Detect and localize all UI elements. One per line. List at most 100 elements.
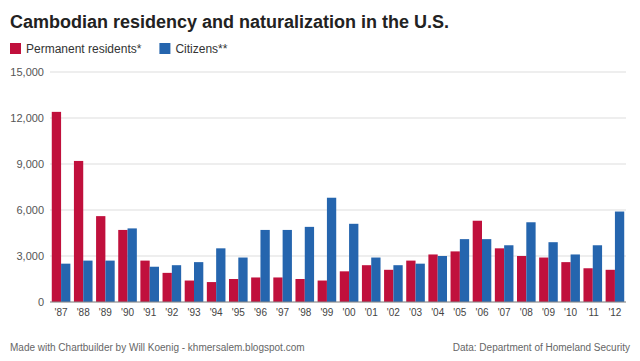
x-tick-label: '89: [99, 307, 112, 318]
x-tick-label: '06: [475, 307, 488, 318]
legend: Permanent residents* Citizens**: [10, 42, 228, 56]
bar: [140, 261, 149, 302]
bar: [207, 282, 216, 302]
grid-line: [50, 164, 626, 165]
bar: [150, 267, 159, 302]
y-tick-label: 6,000: [16, 204, 44, 216]
bar: [260, 230, 269, 302]
x-tick-label: '88: [77, 307, 90, 318]
x-tick-label: '12: [608, 307, 621, 318]
bar: [327, 198, 336, 302]
bar: [185, 281, 194, 302]
bar: [118, 230, 127, 302]
legend-label: Permanent residents*: [26, 42, 142, 56]
bar: [349, 224, 358, 302]
y-tick-label: 15,000: [10, 66, 44, 78]
bars: [52, 112, 624, 302]
bar: [273, 277, 282, 302]
x-tick-label: '87: [55, 307, 68, 318]
legend-label: Citizens**: [175, 42, 227, 56]
x-tick-label: '98: [298, 307, 311, 318]
x-tick-label: '11: [587, 307, 600, 318]
legend-swatch: [159, 43, 170, 54]
bar: [283, 230, 292, 302]
x-tick-label: '94: [210, 307, 223, 318]
x-tick-label: '01: [365, 307, 378, 318]
bar: [606, 270, 615, 302]
bar: [393, 265, 402, 302]
bar: [172, 265, 181, 302]
x-tick-label: '93: [187, 307, 200, 318]
bar: [593, 245, 602, 302]
bar: [163, 273, 172, 302]
x-tick-label: '10: [564, 307, 577, 318]
bar: [615, 212, 624, 302]
bar: [548, 242, 557, 302]
bar: [482, 239, 491, 302]
bar: [504, 245, 513, 302]
bar: [216, 248, 225, 302]
x-tick-label: '95: [232, 307, 245, 318]
bar: [428, 254, 437, 302]
bar: [460, 239, 469, 302]
x-tick-label: '91: [143, 307, 156, 318]
bar: [229, 279, 238, 302]
annotation: Data: Department of Homeland Security: [453, 342, 630, 353]
grid-line: [50, 72, 626, 73]
annotation: Made with Chartbuilder by Will Koenig - …: [10, 342, 305, 353]
y-tick-label: 0: [38, 296, 44, 308]
bar: [526, 222, 535, 302]
bar: [416, 264, 425, 302]
x-tick-label: '99: [320, 307, 333, 318]
bar: [451, 251, 460, 302]
y-tick-label: 9,000: [16, 158, 44, 170]
bar: [438, 256, 447, 302]
grid-line: [50, 118, 626, 119]
bar: [318, 281, 327, 302]
bar: [340, 271, 349, 302]
title: Cambodian residency and naturalization i…: [10, 12, 449, 32]
bar: [61, 264, 70, 302]
y-axis: 0 3,000 6,000 9,000 12,000 15,000: [10, 66, 626, 308]
bar: [105, 261, 114, 302]
bar: [384, 270, 393, 302]
x-tick-label: '97: [276, 307, 289, 318]
bar: [583, 268, 592, 302]
x-tick-label: '03: [409, 307, 422, 318]
x-axis: '87 '88 '89 '90 '91 '92 '93 '94 '95 '96 '97 '98 '99 '…: [55, 307, 622, 318]
x-tick-label: '04: [431, 307, 444, 318]
x-tick-label: '92: [165, 307, 178, 318]
x-tick-label: '05: [453, 307, 466, 318]
bar: [571, 254, 580, 302]
bar: [295, 279, 304, 302]
x-tick-label: '07: [498, 307, 511, 318]
x-tick-label: '90: [121, 307, 134, 318]
y-tick-label: 12,000: [10, 112, 44, 124]
x-tick-label: '09: [542, 307, 555, 318]
bar: [561, 262, 570, 302]
bar: [362, 265, 371, 302]
x-tick-label: '00: [343, 307, 356, 318]
bar: [238, 258, 247, 302]
bar: [96, 216, 105, 302]
bar: [74, 161, 83, 302]
bar: [495, 248, 504, 302]
x-tick-label: '96: [254, 307, 267, 318]
y-tick-label: 3,000: [16, 250, 44, 262]
grid-line: [50, 210, 626, 211]
x-axis-line: [50, 302, 626, 303]
bar: [52, 112, 61, 302]
x-tick-label: '08: [520, 307, 533, 318]
bar: [406, 261, 415, 302]
bar: [128, 228, 137, 302]
bar: [539, 258, 548, 302]
bar: [305, 227, 314, 302]
bar: [83, 261, 92, 302]
bar: [517, 256, 526, 302]
legend-swatch: [10, 43, 21, 54]
chart: Cambodian residency and naturalization i…: [0, 0, 640, 361]
bar: [194, 262, 203, 302]
bar: [251, 277, 260, 302]
grid-line: [50, 302, 626, 303]
bar: [473, 221, 482, 302]
